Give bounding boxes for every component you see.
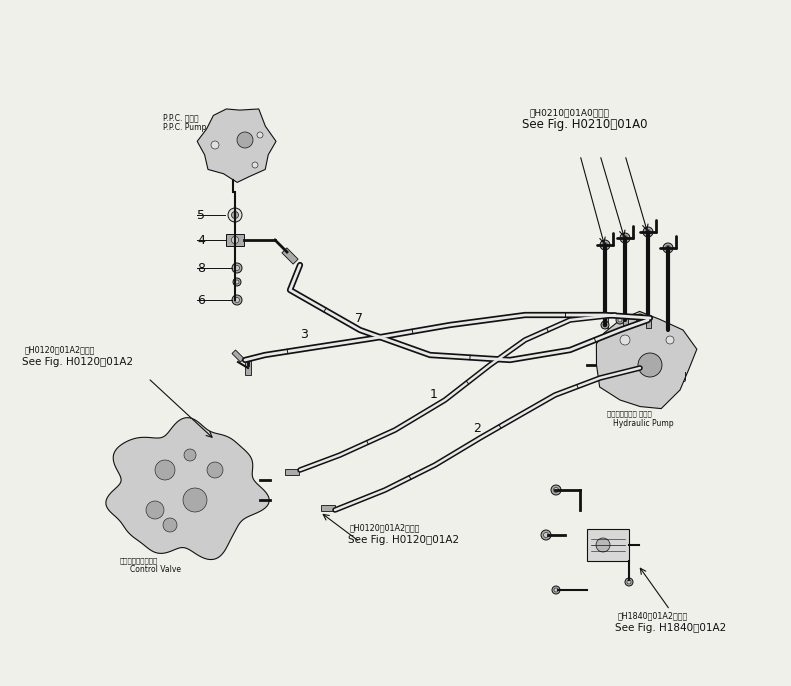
Circle shape [638,316,642,320]
Polygon shape [285,469,299,475]
Circle shape [163,518,177,532]
Bar [226,234,244,246]
Circle shape [233,278,241,286]
Polygon shape [232,350,244,362]
Bar [587,529,629,561]
Text: J: J [683,372,686,382]
Circle shape [228,208,242,222]
Polygon shape [282,248,298,264]
Circle shape [618,318,622,322]
Text: 第H0120－01A2図参照: 第H0120－01A2図参照 [25,345,96,354]
Text: See Fig. H0120－01A2: See Fig. H0120－01A2 [22,357,133,367]
Circle shape [235,280,239,284]
Circle shape [554,488,558,493]
Circle shape [552,586,560,594]
Text: P.P.C. Pump: P.P.C. Pump [163,123,206,132]
Text: 4: 4 [197,234,205,247]
Polygon shape [645,316,650,328]
Circle shape [665,246,671,250]
Text: See Fig. H0210－01A0: See Fig. H0210－01A0 [522,118,648,131]
Circle shape [627,580,631,584]
Text: 8: 8 [197,262,205,275]
Polygon shape [623,316,627,328]
Text: 第H1840－01A2図参照: 第H1840－01A2図参照 [618,611,688,620]
Text: 7: 7 [355,312,363,325]
Circle shape [207,462,223,478]
Circle shape [643,227,653,237]
Circle shape [252,162,258,168]
Circle shape [603,242,607,248]
Text: 2: 2 [473,422,481,435]
Text: 第H0210－01A0図参照: 第H0210－01A0図参照 [530,108,610,117]
Circle shape [232,295,242,305]
Text: Control Valve: Control Valve [130,565,181,574]
Circle shape [666,336,674,344]
Circle shape [620,233,630,243]
Circle shape [541,530,551,540]
Circle shape [232,237,239,244]
Text: 1: 1 [430,388,438,401]
Circle shape [638,353,662,377]
Text: 5: 5 [197,209,205,222]
Circle shape [184,449,196,461]
Circle shape [554,588,558,592]
Circle shape [645,230,650,235]
Circle shape [551,485,561,495]
Text: コントロールバルブ: コントロールバルブ [120,557,158,564]
Polygon shape [106,418,269,560]
Circle shape [663,243,673,253]
Circle shape [234,298,240,303]
Circle shape [601,321,609,329]
Text: P.P.C. ポンプ: P.P.C. ポンプ [163,113,199,122]
Text: Hydraulic Pump: Hydraulic Pump [613,419,674,428]
Circle shape [211,141,219,149]
Circle shape [623,235,627,241]
Text: See Fig. H0120－01A2: See Fig. H0120－01A2 [348,535,459,545]
Circle shape [183,488,207,512]
Circle shape [636,314,644,322]
Circle shape [155,460,175,480]
Circle shape [146,501,164,519]
Circle shape [603,323,607,327]
Circle shape [620,335,630,345]
Circle shape [543,532,548,538]
Circle shape [232,263,242,273]
Circle shape [257,132,263,138]
Circle shape [237,132,253,148]
Text: See Fig. H1840－01A2: See Fig. H1840－01A2 [615,623,726,633]
Text: 第H0120－01A2図参照: 第H0120－01A2図参照 [350,523,420,532]
Text: ハイドロリック ポンプ: ハイドロリック ポンプ [607,410,652,416]
Circle shape [596,538,610,552]
Circle shape [625,578,633,586]
Circle shape [232,211,239,219]
Circle shape [234,265,240,270]
Polygon shape [245,361,251,375]
Polygon shape [197,109,276,182]
Polygon shape [603,316,607,328]
Circle shape [600,240,610,250]
Circle shape [616,316,624,324]
Text: 6: 6 [197,294,205,307]
Polygon shape [321,505,335,511]
Polygon shape [596,311,697,409]
Text: 3: 3 [300,328,308,341]
